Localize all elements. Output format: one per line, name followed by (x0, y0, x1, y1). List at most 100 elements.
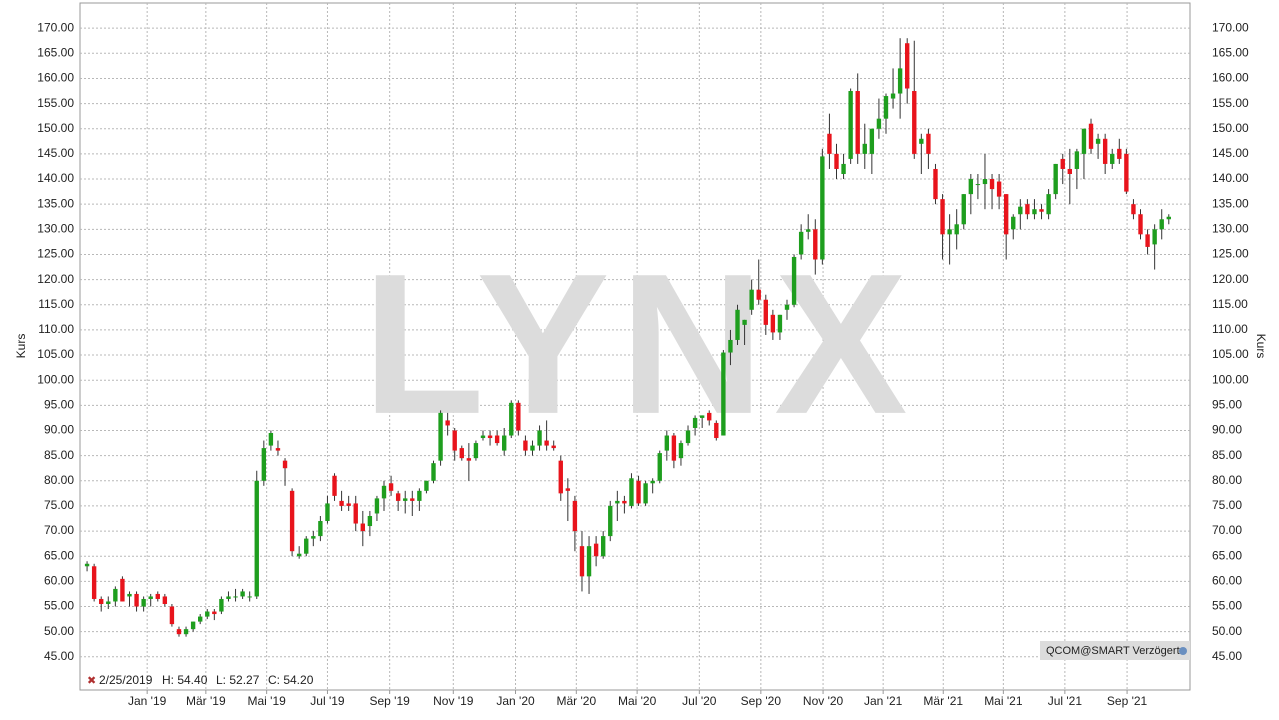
candle-body (318, 521, 323, 537)
candle-body (494, 435, 500, 444)
y2-tick-label: 70.00 (1212, 523, 1242, 537)
candle-body (1032, 209, 1037, 215)
candle-body (1138, 214, 1143, 235)
candle-body (127, 593, 132, 597)
candle-body (1124, 153, 1129, 192)
candle-body (311, 536, 316, 539)
y-tick-label: 165.00 (37, 45, 74, 59)
candle-body (155, 593, 160, 599)
candle-body (756, 289, 761, 300)
candle-body (233, 596, 238, 598)
candle-body (940, 199, 945, 235)
candle-body (403, 498, 408, 501)
candle-body (1053, 163, 1058, 195)
candle-body (763, 299, 768, 325)
candle-body (1166, 216, 1171, 220)
candle-body (784, 304, 790, 310)
y-tick-label: 115.00 (38, 297, 74, 311)
candle-body (671, 435, 677, 461)
candle-body (798, 231, 804, 255)
candle-body (367, 515, 373, 527)
candle-body (572, 500, 578, 532)
candle-body (275, 448, 281, 451)
candle-body (600, 536, 606, 557)
candle-body (473, 443, 479, 459)
candle-body (459, 448, 464, 459)
x-tick-label: Mär '21 (923, 694, 963, 708)
watermark: LYNX (362, 233, 917, 456)
y2-tick-label: 135.00 (1212, 196, 1249, 210)
candle-body (176, 629, 182, 635)
candle-body (1039, 209, 1044, 212)
y2-axis-title: Kurs (1254, 334, 1268, 359)
candle-body (1110, 153, 1115, 164)
info-high: H: 54.40 (162, 673, 208, 687)
y2-tick-label: 140.00 (1212, 171, 1249, 185)
info-date: 2/25/2019 (99, 673, 153, 687)
y-tick-label: 85.00 (44, 448, 74, 462)
candle-body (1152, 229, 1157, 245)
y-tick-label: 150.00 (37, 121, 74, 135)
x-tick-label: Nov '19 (433, 694, 474, 708)
y-tick-label: 125.00 (37, 247, 74, 261)
x-tick-label: Sep '19 (370, 694, 411, 708)
y2-tick-label: 170.00 (1212, 20, 1249, 34)
candle-body (1011, 216, 1016, 230)
candle-body (622, 500, 627, 504)
candle-body (777, 314, 783, 333)
candle-body (685, 430, 691, 444)
candle-body (551, 445, 556, 449)
candle-body (593, 543, 599, 557)
candle-body (360, 523, 365, 532)
candle-body (516, 402, 521, 431)
candle-body (466, 458, 472, 461)
candle-body (445, 420, 450, 426)
y2-tick-label: 85.00 (1212, 448, 1242, 462)
candle-body (749, 289, 754, 310)
candle-body (502, 435, 507, 451)
y2-tick-label: 45.00 (1212, 649, 1242, 663)
grid (80, 3, 1190, 690)
candle-body (855, 91, 860, 154)
y2-tick-label: 100.00 (1212, 372, 1249, 386)
candle-body (657, 453, 662, 481)
x-tick-label: Nov '20 (803, 694, 844, 708)
candle-body (820, 156, 825, 260)
candle-body (975, 184, 981, 186)
candle-body (282, 460, 288, 469)
y2-tick-label: 150.00 (1212, 121, 1249, 135)
candle-body (699, 415, 705, 418)
candle-body (1074, 151, 1080, 169)
x-tick-label: Mai '21 (984, 694, 1023, 708)
candle-body (806, 229, 811, 232)
x-tick-label: Sep '20 (741, 694, 782, 708)
candle-body (537, 430, 542, 446)
y-tick-label: 45.00 (44, 649, 74, 663)
x-tick-label: Mär '20 (556, 694, 596, 708)
y2-tick-label: 130.00 (1212, 221, 1249, 235)
candle-body (431, 463, 436, 481)
candle-body (1060, 158, 1065, 169)
candle-body (424, 480, 429, 491)
candle-body (417, 490, 422, 501)
candle-body (721, 352, 726, 436)
candle-body (1159, 219, 1164, 230)
y2-tick-label: 105.00 (1212, 347, 1249, 361)
candle-body (968, 179, 974, 195)
y-tick-label: 145.00 (37, 146, 74, 160)
candle-body (388, 483, 394, 491)
candle-body (106, 601, 111, 604)
candle-body (650, 480, 655, 484)
y-tick-label: 65.00 (44, 548, 74, 562)
candle-body (289, 490, 295, 552)
candle-body (1046, 194, 1051, 215)
candle-body (954, 224, 959, 235)
x-tick-label: Jul '19 (310, 694, 345, 708)
y-tick-label: 140.00 (37, 171, 74, 185)
y-tick-label: 75.00 (44, 498, 74, 512)
candle-body (813, 229, 818, 260)
info-close: C: 54.20 (268, 673, 314, 687)
y-tick-label: 55.00 (44, 599, 74, 613)
y-tick-label: 90.00 (44, 423, 74, 437)
candle-body (452, 430, 457, 451)
